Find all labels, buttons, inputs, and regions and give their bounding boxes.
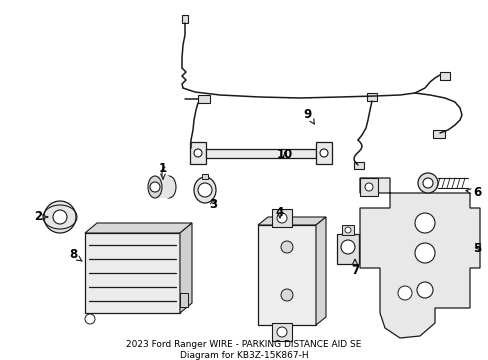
Ellipse shape [162,176,176,198]
Circle shape [345,227,350,233]
Bar [155,176,169,198]
Text: 3: 3 [208,198,217,211]
Circle shape [53,210,67,224]
Text: 4: 4 [275,207,284,220]
Circle shape [422,178,432,188]
Polygon shape [359,178,479,338]
Circle shape [340,240,354,254]
Text: 7: 7 [350,259,358,276]
Bar [366,93,376,101]
Bar [180,293,187,307]
Ellipse shape [194,177,216,203]
Circle shape [281,241,292,253]
Circle shape [414,213,434,233]
Text: 1: 1 [159,162,167,179]
Text: 9: 9 [303,108,314,124]
Text: 2: 2 [34,211,48,224]
Polygon shape [85,223,192,233]
Circle shape [364,183,372,191]
Bar [432,130,444,138]
Bar [336,234,358,264]
Polygon shape [180,223,192,313]
Circle shape [276,327,286,337]
Circle shape [150,182,160,192]
Circle shape [276,213,286,223]
Circle shape [417,173,437,193]
Bar [85,233,180,313]
Bar [202,174,207,179]
Bar [271,209,291,227]
Bar [182,15,187,23]
Circle shape [198,183,212,197]
Bar [341,225,353,235]
Ellipse shape [148,176,162,198]
Bar [258,225,315,325]
Circle shape [319,149,327,157]
Text: 2023 Ford Ranger WIRE - PARKING DISTANCE AID SE
Diagram for KB3Z-15K867-H: 2023 Ford Ranger WIRE - PARKING DISTANCE… [126,340,361,360]
Text: 10: 10 [276,148,292,162]
Text: 5: 5 [472,242,480,255]
Circle shape [416,282,432,298]
Polygon shape [258,217,325,225]
Polygon shape [315,217,325,325]
Bar [353,162,363,169]
Circle shape [85,314,95,324]
Circle shape [44,201,76,233]
Bar [359,178,377,196]
Bar [205,149,315,158]
Circle shape [281,289,292,301]
Bar [271,323,291,341]
Bar [190,142,205,164]
Text: 8: 8 [69,248,82,261]
Circle shape [414,243,434,263]
Circle shape [397,286,411,300]
Circle shape [194,149,202,157]
Bar [315,142,331,164]
Text: 6: 6 [465,185,480,198]
Bar [198,95,209,103]
Bar [439,72,449,80]
